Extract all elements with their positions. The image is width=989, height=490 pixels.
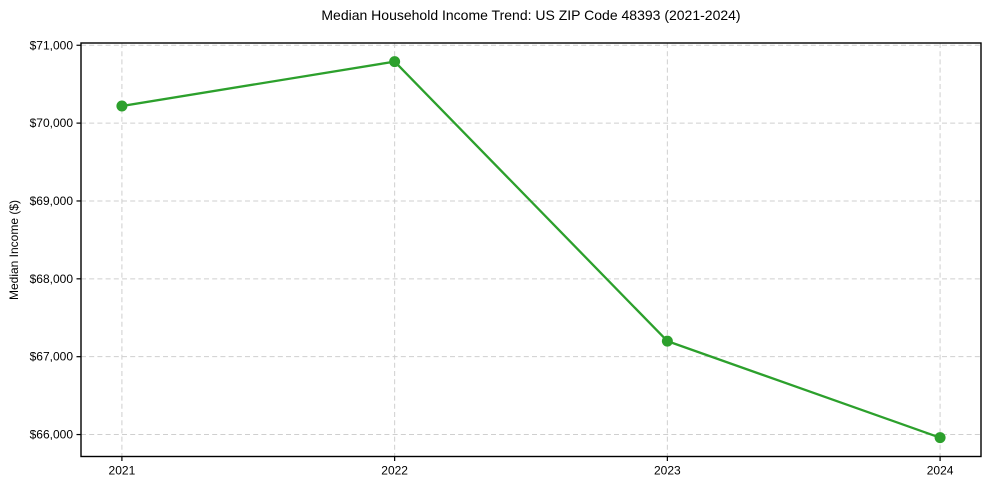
x-tick-label: 2024 (927, 464, 954, 478)
x-tick-label: 2021 (109, 464, 136, 478)
y-tick-label: $67,000 (30, 350, 74, 364)
y-tick-label: $69,000 (30, 194, 74, 208)
trend-line (120, 60, 942, 439)
x-tick-label: 2022 (381, 464, 408, 478)
y-tick-label: $71,000 (30, 38, 74, 52)
data-point-2021 (116, 100, 128, 112)
plot-border (80, 42, 982, 458)
data-point-2022 (389, 56, 401, 68)
y-tick-label: $68,000 (30, 272, 74, 286)
x-tick-label: 2023 (654, 464, 681, 478)
y-tick-label: $70,000 (30, 116, 74, 130)
y-axis-label: Median Income ($) (7, 199, 21, 301)
chart-title: Median Household Income Trend: US ZIP Co… (321, 7, 741, 23)
data-point-2024 (934, 432, 946, 444)
y-tick-label: $66,000 (30, 428, 74, 442)
data-point-2023 (661, 335, 673, 347)
